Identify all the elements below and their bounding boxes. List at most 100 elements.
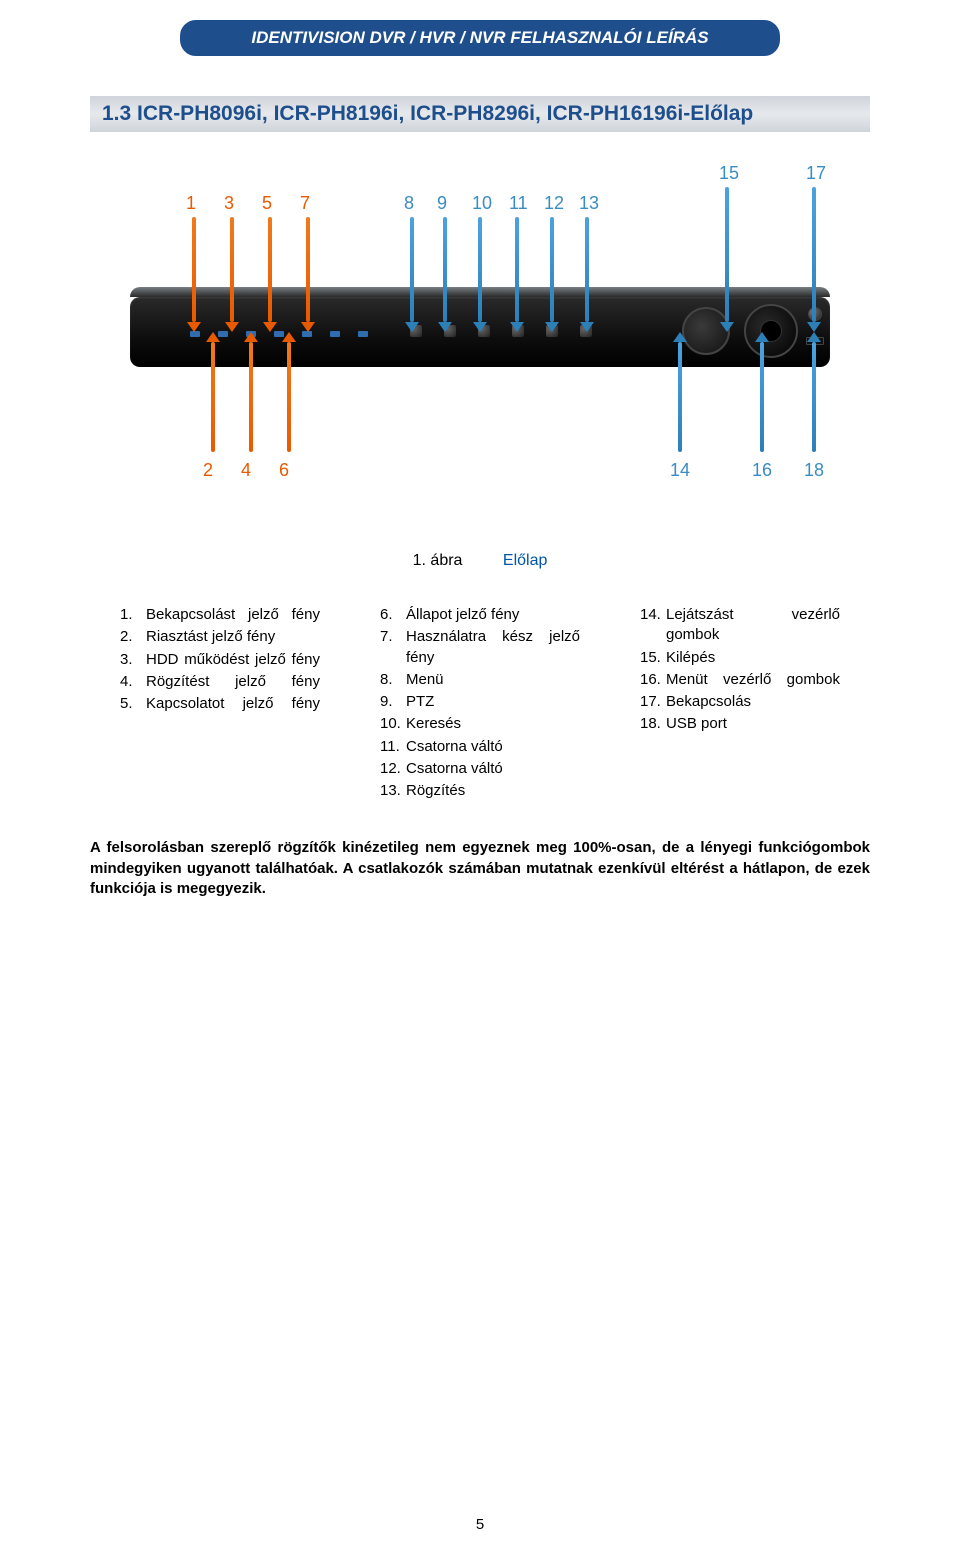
legend-text: Lejátszást vezérlő gombok	[666, 605, 840, 646]
legend-text: Állapot jelző fény	[406, 605, 580, 625]
legend-item: 3.HDD működést jelző fény	[120, 650, 320, 670]
legend-item: 16.Menüt vezérlő gombok	[640, 670, 840, 690]
legend-number: 4.	[120, 672, 146, 692]
legend-number: 18.	[640, 714, 666, 734]
legend-item: 2.Riasztást jelző fény	[120, 627, 320, 647]
legend-number: 10.	[380, 714, 406, 734]
legend-item: 5.Kapcsolatot jelző fény	[120, 694, 320, 714]
legend-item: 14.Lejátszást vezérlő gombok	[640, 605, 840, 646]
legend-text: Riasztást jelző fény	[146, 627, 320, 647]
callout-label-16: 16	[752, 460, 772, 481]
legend-item: 12.Csatorna váltó	[380, 759, 580, 779]
callout-label-11: 11	[509, 193, 528, 214]
legend-number: 12.	[380, 759, 406, 779]
callout-arrow-3	[230, 217, 234, 322]
legend-text: Menüt vezérlő gombok	[666, 670, 840, 690]
legend-item: 7.Használatra kész jelző fény	[380, 627, 580, 668]
legend-item: 13.Rögzítés	[380, 781, 580, 801]
document-header: IDENTIVISION DVR / HVR / NVR FELHASZNALÓ…	[180, 20, 780, 56]
legend-text: Csatorna váltó	[406, 759, 580, 779]
note-paragraph: A felsorolásban szereplő rögzítők kinéze…	[90, 838, 870, 899]
legend-number: 5.	[120, 694, 146, 714]
legend-item: 8.Menü	[380, 670, 580, 690]
callout-label-6: 6	[279, 460, 289, 481]
legend-text: Kilépés	[666, 648, 840, 668]
callout-label-4: 4	[241, 460, 251, 481]
callout-arrow-5	[268, 217, 272, 322]
callout-label-2: 2	[203, 460, 213, 481]
legend-number: 7.	[380, 627, 406, 668]
legend-text: USB port	[666, 714, 840, 734]
legend-text: Menü	[406, 670, 580, 690]
callout-label-7: 7	[300, 193, 310, 214]
legend-item: 1.Bekapcsolást jelző fény	[120, 605, 320, 625]
legend-text: Keresés	[406, 714, 580, 734]
legend: 1.Bekapcsolást jelző fény2.Riasztást jel…	[90, 605, 870, 803]
jog-ring	[744, 304, 798, 358]
legend-text: Rögzítést jelző fény	[146, 672, 320, 692]
legend-number: 15.	[640, 648, 666, 668]
legend-number: 6.	[380, 605, 406, 625]
callout-arrow-1	[192, 217, 196, 322]
callout-label-9: 9	[437, 193, 447, 214]
legend-item: 17.Bekapcsolás	[640, 692, 840, 712]
callout-arrow-8	[410, 217, 414, 322]
callout-label-18: 18	[804, 460, 824, 481]
legend-text: Csatorna váltó	[406, 737, 580, 757]
legend-text: Kapcsolatot jelző fény	[146, 694, 320, 714]
callout-arrow-18	[812, 342, 816, 452]
callout-arrow-14	[678, 342, 682, 452]
callout-label-1: 1	[186, 193, 196, 214]
legend-number: 2.	[120, 627, 146, 647]
legend-item: 6.Állapot jelző fény	[380, 605, 580, 625]
callout-label-15: 15	[719, 163, 739, 184]
callout-arrow-17	[812, 187, 816, 322]
page-number: 5	[0, 1516, 960, 1533]
legend-item: 4.Rögzítést jelző fény	[120, 672, 320, 692]
legend-item: 10.Keresés	[380, 714, 580, 734]
callout-label-8: 8	[404, 193, 414, 214]
callout-arrow-11	[515, 217, 519, 322]
legend-text: Bekapcsolás	[666, 692, 840, 712]
callout-label-5: 5	[262, 193, 272, 214]
callout-label-14: 14	[670, 460, 690, 481]
legend-text: PTZ	[406, 692, 580, 712]
callout-arrow-15	[725, 187, 729, 322]
callout-arrow-7	[306, 217, 310, 322]
legend-number: 13.	[380, 781, 406, 801]
callout-label-12: 12	[544, 193, 564, 214]
callout-arrow-2	[211, 342, 215, 452]
callout-arrow-10	[478, 217, 482, 322]
legend-text: Rögzítés	[406, 781, 580, 801]
section-heading: 1.3 ICR-PH8096i, ICR-PH8196i, ICR-PH8296…	[90, 96, 870, 132]
legend-number: 11.	[380, 737, 406, 757]
legend-number: 1.	[120, 605, 146, 625]
legend-text: Bekapcsolást jelző fény	[146, 605, 320, 625]
legend-item: 9.PTZ	[380, 692, 580, 712]
legend-text: Használatra kész jelző fény	[406, 627, 580, 668]
callout-arrow-16	[760, 342, 764, 452]
legend-number: 3.	[120, 650, 146, 670]
callout-arrow-4	[249, 342, 253, 452]
figure-caption: 1. ábra Előlap	[90, 552, 870, 570]
legend-number: 17.	[640, 692, 666, 712]
legend-item: 11.Csatorna váltó	[380, 737, 580, 757]
legend-number: 8.	[380, 670, 406, 690]
legend-item: 15.Kilépés	[640, 648, 840, 668]
callout-arrow-13	[585, 217, 589, 322]
callout-arrow-9	[443, 217, 447, 322]
legend-text: HDD működést jelző fény	[146, 650, 320, 670]
callout-label-13: 13	[579, 193, 599, 214]
figure-number: 1. ábra	[413, 552, 463, 569]
legend-number: 16.	[640, 670, 666, 690]
legend-number: 14.	[640, 605, 666, 646]
callout-label-17: 17	[806, 163, 826, 184]
legend-item: 18.USB port	[640, 714, 840, 734]
callout-arrow-12	[550, 217, 554, 322]
legend-number: 9.	[380, 692, 406, 712]
figure-name: Előlap	[503, 552, 547, 569]
callout-label-10: 10	[472, 193, 492, 214]
callout-arrow-6	[287, 342, 291, 452]
callout-label-3: 3	[224, 193, 234, 214]
diagram-container: 135789101112131517246141618	[90, 162, 870, 502]
